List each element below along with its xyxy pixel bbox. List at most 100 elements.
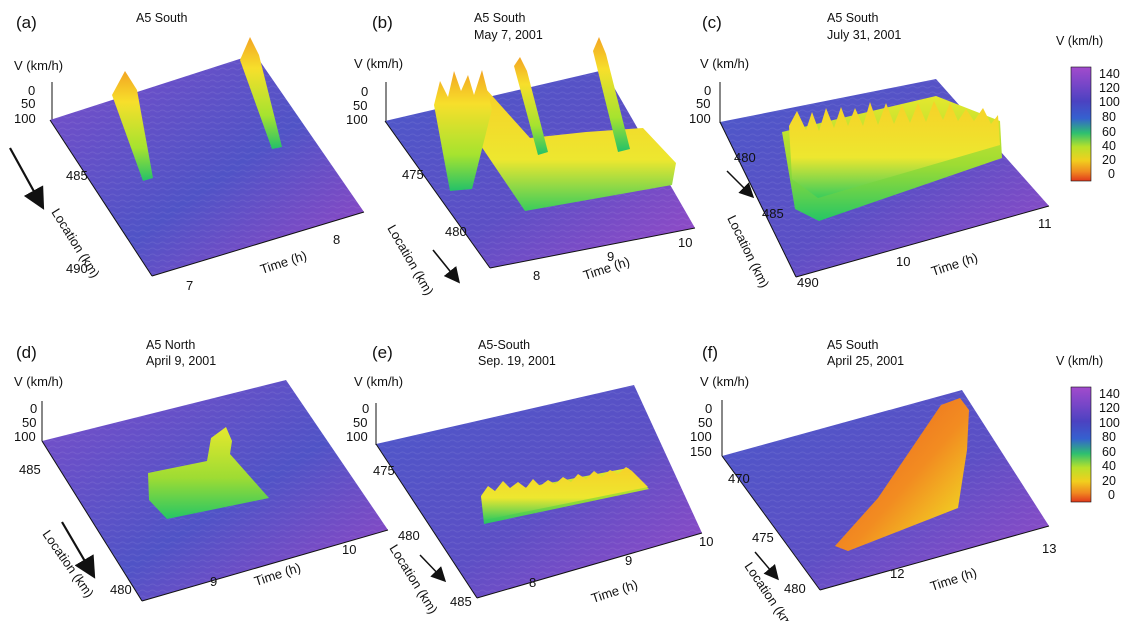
panel-e-title-line-2: Sep. 19, 2001: [478, 354, 556, 368]
panel-d-v-tick-100: 100: [14, 429, 36, 444]
panel-e-x-tick-8: 8: [529, 575, 536, 590]
panel-e-x-label: Time (h): [589, 577, 639, 606]
panel-e-x-tick-10: 10: [699, 534, 713, 549]
panel-d-time-axis: [141, 529, 389, 602]
panel-b: (b) A5 South May 7, 2001 V (km/h) 0 50 1…: [346, 11, 696, 298]
panel-f-y-tick-480: 480: [784, 581, 806, 596]
panel-f-congestion-zone: [835, 398, 969, 551]
panel-a-v-tick-50: 50: [21, 96, 35, 111]
panel-d-label: (d): [16, 343, 37, 362]
panel-a-x-label: Time (h): [258, 248, 308, 277]
panel-d-direction-arrow: [61, 521, 96, 579]
colorbar-top-scale: [1070, 66, 1092, 182]
colorbar-bottom-tick-40: 40: [1102, 459, 1116, 473]
panel-c-v-tick-100: 100: [689, 111, 711, 126]
panel-d: (d) A5 North April 9, 2001 V (km/h) 0 50…: [14, 338, 389, 602]
colorbar-bottom-tick-120: 120: [1099, 401, 1120, 415]
panel-f-y-tick-470: 470: [728, 471, 750, 486]
panel-c-x-label: Time (h): [929, 250, 979, 279]
panel-c-v-tick-50: 50: [696, 96, 710, 111]
panel-e-v-label: V (km/h): [354, 374, 403, 389]
panel-a-y-tick-490: 490: [66, 261, 88, 276]
panel-a-v-tick-0: 0: [28, 83, 35, 98]
colorbar-top-tick-100: 100: [1099, 95, 1120, 109]
panel-d-y-label: Location (km): [40, 527, 97, 600]
panel-b-v-tick-50: 50: [353, 98, 367, 113]
panel-f-v-tick-150: 150: [690, 444, 712, 459]
panel-b-time-axis: [489, 227, 696, 269]
panel-f-v-tick-50: 50: [698, 415, 712, 430]
panel-a-jam-ridge-1: [112, 71, 153, 181]
panel-a-v-tick-100: 100: [14, 111, 36, 126]
panel-b-x-tick-8: 8: [533, 268, 540, 283]
panel-f-title-line-2: April 25, 2001: [827, 354, 904, 368]
colorbar-top-tick-60: 60: [1102, 125, 1116, 139]
panel-e-location-axis: [375, 443, 478, 599]
panel-b-y-tick-475: 475: [402, 167, 424, 182]
colorbar-bottom-tick-0: 0: [1108, 488, 1115, 502]
panel-b-direction-arrow: [432, 249, 461, 284]
panel-f: (f) A5 South April 25, 2001 V (km/h) 0 5…: [690, 338, 1056, 621]
panel-b-v-label: V (km/h): [354, 56, 403, 71]
panel-c-title-line-1: A5 South: [827, 11, 878, 25]
panel-e: (e) A5-South Sep. 19, 2001 V (km/h) 0 50…: [346, 338, 713, 616]
panel-b-peak-mid: [514, 57, 548, 155]
panel-a-x-tick-7: 7: [186, 278, 193, 293]
colorbar-top-tick-40: 40: [1102, 139, 1116, 153]
panel-e-stop-go-waves: [481, 467, 648, 520]
panel-f-label: (f): [702, 343, 718, 362]
panel-b-location-axis: [384, 120, 491, 269]
panel-f-x-label: Time (h): [928, 565, 978, 594]
panel-f-v-tick-100: 100: [690, 429, 712, 444]
panel-a-direction-arrow: [9, 147, 45, 210]
panel-b-v-tick-0: 0: [361, 84, 368, 99]
panel-d-x-tick-10: 10: [342, 542, 356, 557]
panel-a-x-tick-8: 8: [333, 232, 340, 247]
panel-e-y-label: Location (km): [386, 542, 440, 617]
colorbar-bottom-tick-20: 20: [1102, 474, 1116, 488]
panel-c-x-tick-11: 11: [1038, 216, 1052, 231]
panel-f-x-tick-13: 13: [1042, 541, 1056, 556]
panel-a-label: (a): [16, 13, 37, 32]
panel-b-label: (b): [372, 13, 393, 32]
colorbar-bottom-tick-60: 60: [1102, 445, 1116, 459]
panel-b-title-line-1: A5 South: [474, 11, 525, 25]
colorbar-top-label: V (km/h): [1056, 34, 1103, 48]
panel-f-location-axis: [721, 455, 821, 591]
colorbar-top-tick-80: 80: [1102, 110, 1116, 124]
panel-c-location-axis: [719, 121, 797, 278]
panel-b-title-line-2: May 7, 2001: [474, 28, 543, 42]
panel-c-y-label: Location (km): [724, 213, 772, 290]
panel-e-y-tick-480: 480: [398, 528, 420, 543]
panel-e-direction-arrow: [419, 554, 447, 583]
panel-e-time-axis: [476, 532, 703, 599]
colorbar-top-tick-140: 140: [1099, 67, 1120, 81]
panel-d-title-line-1: A5 North: [146, 338, 195, 352]
panel-c-label: (c): [702, 13, 722, 32]
colorbar-top-tick-0: 0: [1108, 167, 1115, 181]
panel-e-v-tick-50: 50: [353, 415, 367, 430]
panel-f-x-tick-12: 12: [890, 566, 904, 581]
panel-a-y-tick-485: 485: [66, 168, 88, 183]
panel-a-jam-ridge-2: [240, 37, 282, 149]
panel-b-congestion-band: [458, 89, 676, 211]
colorbar-bottom-tick-80: 80: [1102, 430, 1116, 444]
panel-c-v-label: V (km/h): [700, 56, 749, 71]
panel-f-v-tick-0: 0: [705, 401, 712, 416]
panel-c-y-tick-485: 485: [762, 206, 784, 221]
panel-e-label: (e): [372, 343, 393, 362]
panel-c-x-tick-10: 10: [896, 254, 910, 269]
panel-d-x-tick-9: 9: [210, 574, 217, 589]
panel-e-v-tick-0: 0: [362, 401, 369, 416]
panel-d-y-tick-485: 485: [19, 462, 41, 477]
panel-d-v-tick-0: 0: [30, 401, 37, 416]
panel-e-title-line-1: A5-South: [478, 338, 530, 352]
panel-b-x-tick-9: 9: [607, 249, 614, 264]
panel-e-v-tick-100: 100: [346, 429, 368, 444]
panel-e-y-tick-475: 475: [373, 463, 395, 478]
panel-c-title-line-2: July 31, 2001: [827, 28, 901, 42]
panel-a-v-label: V (km/h): [14, 58, 63, 73]
panel-b-peak-right: [593, 37, 630, 152]
panel-d-congestion-zone: [148, 427, 269, 519]
